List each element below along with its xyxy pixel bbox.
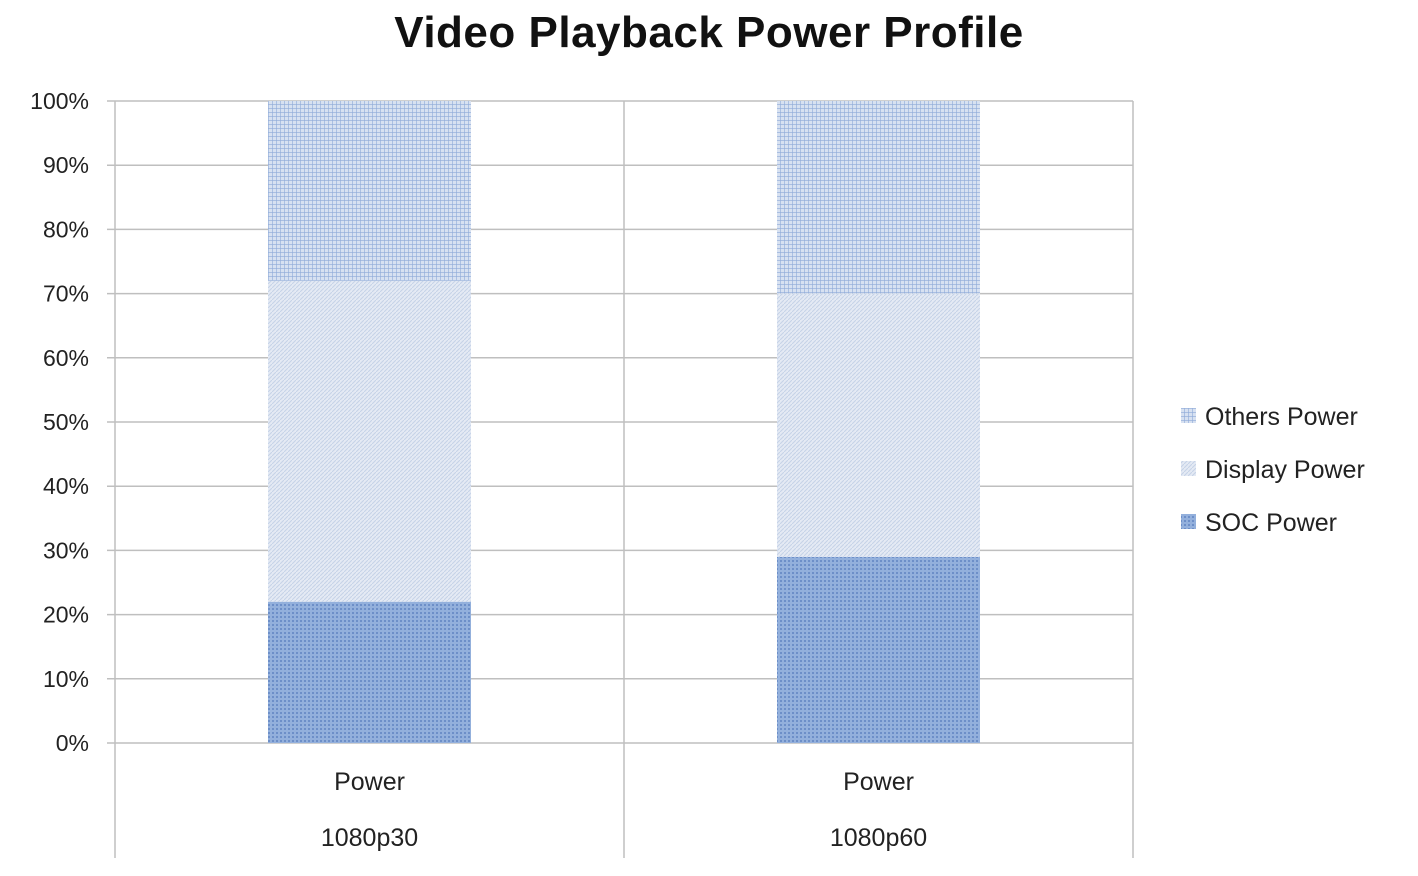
y-tick-label: 90% xyxy=(43,152,89,178)
legend-swatch xyxy=(1181,461,1196,476)
y-tick-label: 30% xyxy=(43,537,89,563)
group-label: 1080p30 xyxy=(321,824,418,852)
bars xyxy=(268,101,980,743)
y-tick-label: 80% xyxy=(43,216,89,242)
y-tick-label: 60% xyxy=(43,345,89,371)
bar-segment-display-power xyxy=(268,280,471,602)
y-tick-label: 70% xyxy=(43,281,89,307)
axes xyxy=(114,101,1134,858)
bar-segment-soc-power xyxy=(777,556,980,743)
bar-segment-display-power xyxy=(777,293,980,557)
y-tick-label: 100% xyxy=(30,88,89,114)
category-labels: Power 1080p30 Power 1080p60 xyxy=(321,768,927,852)
y-tick-label: 50% xyxy=(43,409,89,435)
y-tick-label: 40% xyxy=(43,473,89,499)
bar-segment-soc-power xyxy=(268,601,471,743)
y-tick-label: 0% xyxy=(56,730,89,756)
chart-title: Video Playback Power Profile xyxy=(394,8,1024,57)
y-tick-label: 20% xyxy=(43,602,89,628)
legend-label: SOC Power xyxy=(1205,509,1337,537)
legend-swatch xyxy=(1181,408,1196,423)
legend: Others Power Display Power SOC Power xyxy=(1181,403,1365,537)
legend-swatch xyxy=(1181,514,1196,529)
legend-label: Others Power xyxy=(1205,403,1358,431)
category-label: Power xyxy=(843,768,914,796)
category-label: Power xyxy=(334,768,405,796)
group-label: 1080p60 xyxy=(830,824,927,852)
y-tick-labels: 0% 10% 20% 30% 40% 50% 60% 70% 80% 90% 100% xyxy=(30,88,89,756)
bar-segment-others-power xyxy=(268,101,471,281)
legend-label: Display Power xyxy=(1205,456,1365,484)
bar-segment-others-power xyxy=(777,101,980,294)
y-tick-label: 10% xyxy=(43,666,89,692)
